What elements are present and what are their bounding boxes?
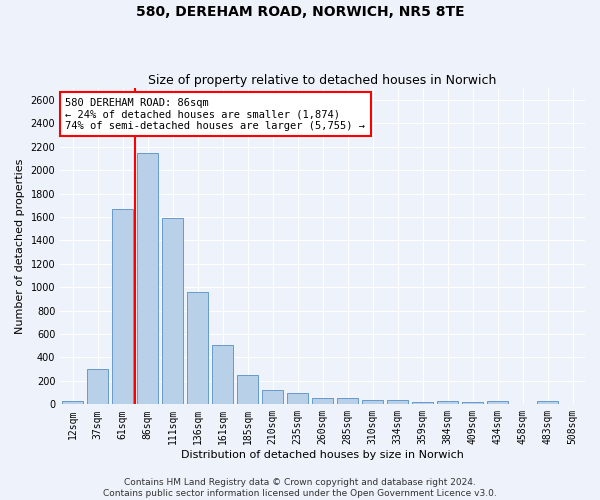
Bar xyxy=(62,402,83,404)
Bar xyxy=(362,400,383,404)
Bar xyxy=(462,402,483,404)
Bar xyxy=(312,398,333,404)
Bar xyxy=(187,292,208,405)
Bar xyxy=(212,345,233,405)
Text: 580, DEREHAM ROAD, NORWICH, NR5 8TE: 580, DEREHAM ROAD, NORWICH, NR5 8TE xyxy=(136,5,464,19)
Bar xyxy=(437,401,458,404)
X-axis label: Distribution of detached houses by size in Norwich: Distribution of detached houses by size … xyxy=(181,450,464,460)
Bar xyxy=(87,369,108,404)
Bar xyxy=(537,402,558,404)
Bar xyxy=(262,390,283,404)
Bar xyxy=(112,209,133,404)
Bar xyxy=(237,375,258,404)
Bar xyxy=(387,400,408,404)
Y-axis label: Number of detached properties: Number of detached properties xyxy=(15,158,25,334)
Text: 580 DEREHAM ROAD: 86sqm
← 24% of detached houses are smaller (1,874)
74% of semi: 580 DEREHAM ROAD: 86sqm ← 24% of detache… xyxy=(65,98,365,131)
Title: Size of property relative to detached houses in Norwich: Size of property relative to detached ho… xyxy=(148,74,497,87)
Bar xyxy=(287,392,308,404)
Bar xyxy=(487,402,508,404)
Bar xyxy=(337,398,358,404)
Bar xyxy=(137,152,158,404)
Text: Contains HM Land Registry data © Crown copyright and database right 2024.
Contai: Contains HM Land Registry data © Crown c… xyxy=(103,478,497,498)
Bar xyxy=(412,402,433,404)
Bar xyxy=(162,218,183,404)
